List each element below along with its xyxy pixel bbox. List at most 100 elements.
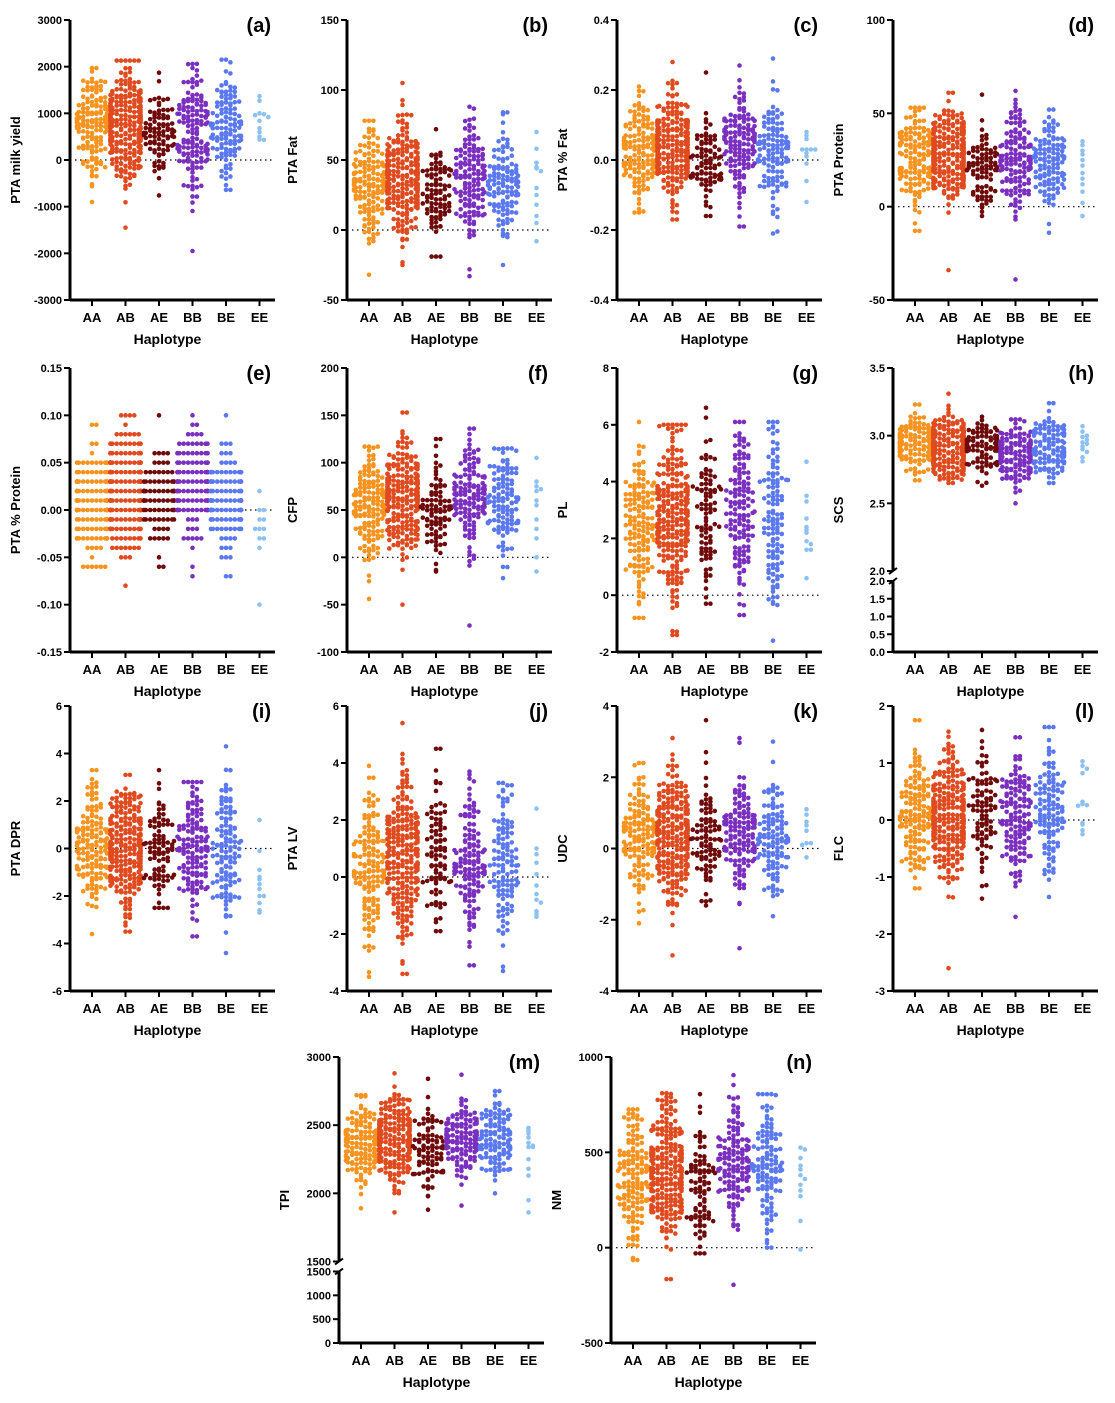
data-point-BE xyxy=(236,146,242,151)
y-tick-label: 4 xyxy=(603,477,610,489)
data-point-BE xyxy=(509,466,515,471)
data-point-BE xyxy=(505,189,510,194)
data-point-BB xyxy=(190,122,195,128)
data-point-BE xyxy=(505,137,510,143)
data-point-AB xyxy=(127,545,133,551)
data-point-AE xyxy=(152,150,157,155)
data-point-AA xyxy=(636,476,642,481)
data-point-AE xyxy=(424,210,430,216)
data-point-AB xyxy=(123,413,128,418)
data-point-BB xyxy=(476,493,481,499)
data-point-AE xyxy=(429,531,434,537)
data-point-AA xyxy=(357,169,363,175)
data-point-AA xyxy=(353,526,359,532)
data-point-BB xyxy=(737,194,742,200)
data-point-AB xyxy=(404,202,410,208)
data-point-BB xyxy=(467,209,472,215)
data-point-AA xyxy=(375,143,381,149)
data-point-BE xyxy=(770,203,776,209)
data-point-AA xyxy=(649,174,655,180)
data-point-AE xyxy=(433,188,439,193)
data-point-AB xyxy=(413,454,418,459)
data-point-AB xyxy=(409,467,414,472)
data-point-AB xyxy=(395,224,401,229)
data-point-BB xyxy=(181,145,186,150)
series-EE xyxy=(252,93,271,143)
data-point-BE xyxy=(500,543,506,549)
data-point-BB xyxy=(467,128,472,133)
data-point-AA xyxy=(89,422,95,428)
data-point-AA xyxy=(627,548,633,554)
data-point-BB xyxy=(452,485,457,490)
data-point-BB xyxy=(467,456,472,462)
data-point-BB xyxy=(732,176,738,181)
data-point-AB xyxy=(941,159,947,164)
data-point-BB xyxy=(177,149,182,154)
data-point-AA xyxy=(362,174,367,179)
data-point-AA xyxy=(104,536,110,541)
data-point-AA xyxy=(371,153,376,159)
data-point-BB xyxy=(471,464,477,470)
data-point-BB xyxy=(190,112,195,118)
data-point-AB xyxy=(132,141,137,147)
data-point-BB xyxy=(181,159,186,164)
data-point-AA xyxy=(89,144,95,149)
data-point-AA xyxy=(80,479,86,484)
data-point-BB xyxy=(190,431,195,437)
data-point-BE xyxy=(761,124,767,129)
data-point-AB xyxy=(679,102,684,108)
data-point-BE xyxy=(228,102,233,108)
data-point-AB xyxy=(933,170,938,175)
data-point-AB xyxy=(404,230,410,236)
data-point-AB xyxy=(138,488,143,494)
data-point-BE xyxy=(1037,175,1043,181)
data-point-BB xyxy=(1008,202,1014,207)
data-point-AA xyxy=(366,229,372,235)
data-point-AB xyxy=(931,127,936,133)
data-point-BE xyxy=(770,155,776,161)
data-point-AA xyxy=(632,531,637,536)
x-tick-label: BB xyxy=(1006,310,1025,325)
data-point-BB xyxy=(181,536,186,541)
data-point-AA xyxy=(94,498,99,503)
data-point-AB xyxy=(395,174,401,179)
data-point-BE xyxy=(500,129,506,135)
data-point-AB xyxy=(415,498,420,504)
data-point-AB xyxy=(132,80,137,85)
data-point-AB xyxy=(385,527,390,533)
data-point-AB xyxy=(127,58,133,63)
data-point-BB xyxy=(199,507,204,513)
data-point-AE xyxy=(975,156,980,161)
data-point-AB xyxy=(679,111,684,117)
data-point-AE xyxy=(438,190,443,196)
data-point-AB xyxy=(670,120,675,126)
data-point-AB xyxy=(123,170,128,175)
data-point-AB xyxy=(665,122,671,128)
data-point-BE xyxy=(1055,136,1061,141)
data-point-AB xyxy=(415,150,420,156)
data-point-BB xyxy=(190,248,195,254)
data-point-AA xyxy=(623,167,629,172)
data-point-BE xyxy=(219,94,224,100)
data-point-BB xyxy=(471,527,477,532)
data-point-BE xyxy=(232,507,238,513)
data-point-BB xyxy=(737,224,742,229)
data-point-BE xyxy=(210,125,216,131)
data-point-EE xyxy=(1080,142,1085,148)
panel-label: (c) xyxy=(794,15,818,37)
y-tick-label: 0 xyxy=(333,225,339,237)
data-point-AA xyxy=(98,469,104,475)
data-point-BB xyxy=(1022,127,1027,133)
data-point-BE xyxy=(210,110,216,116)
data-point-BB xyxy=(737,175,742,180)
data-point-AE xyxy=(433,497,439,503)
data-point-AA xyxy=(917,194,922,200)
data-point-BE xyxy=(219,119,224,124)
data-point-AA xyxy=(85,96,90,102)
data-point-BE xyxy=(223,488,229,494)
data-point-AB xyxy=(955,192,960,197)
data-point-AE xyxy=(147,97,153,103)
data-point-AE xyxy=(442,504,448,510)
data-point-BE xyxy=(766,168,771,174)
y-tick-label: 0.2 xyxy=(594,85,609,97)
